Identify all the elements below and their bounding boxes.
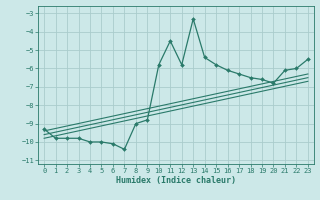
X-axis label: Humidex (Indice chaleur): Humidex (Indice chaleur) [116, 176, 236, 185]
